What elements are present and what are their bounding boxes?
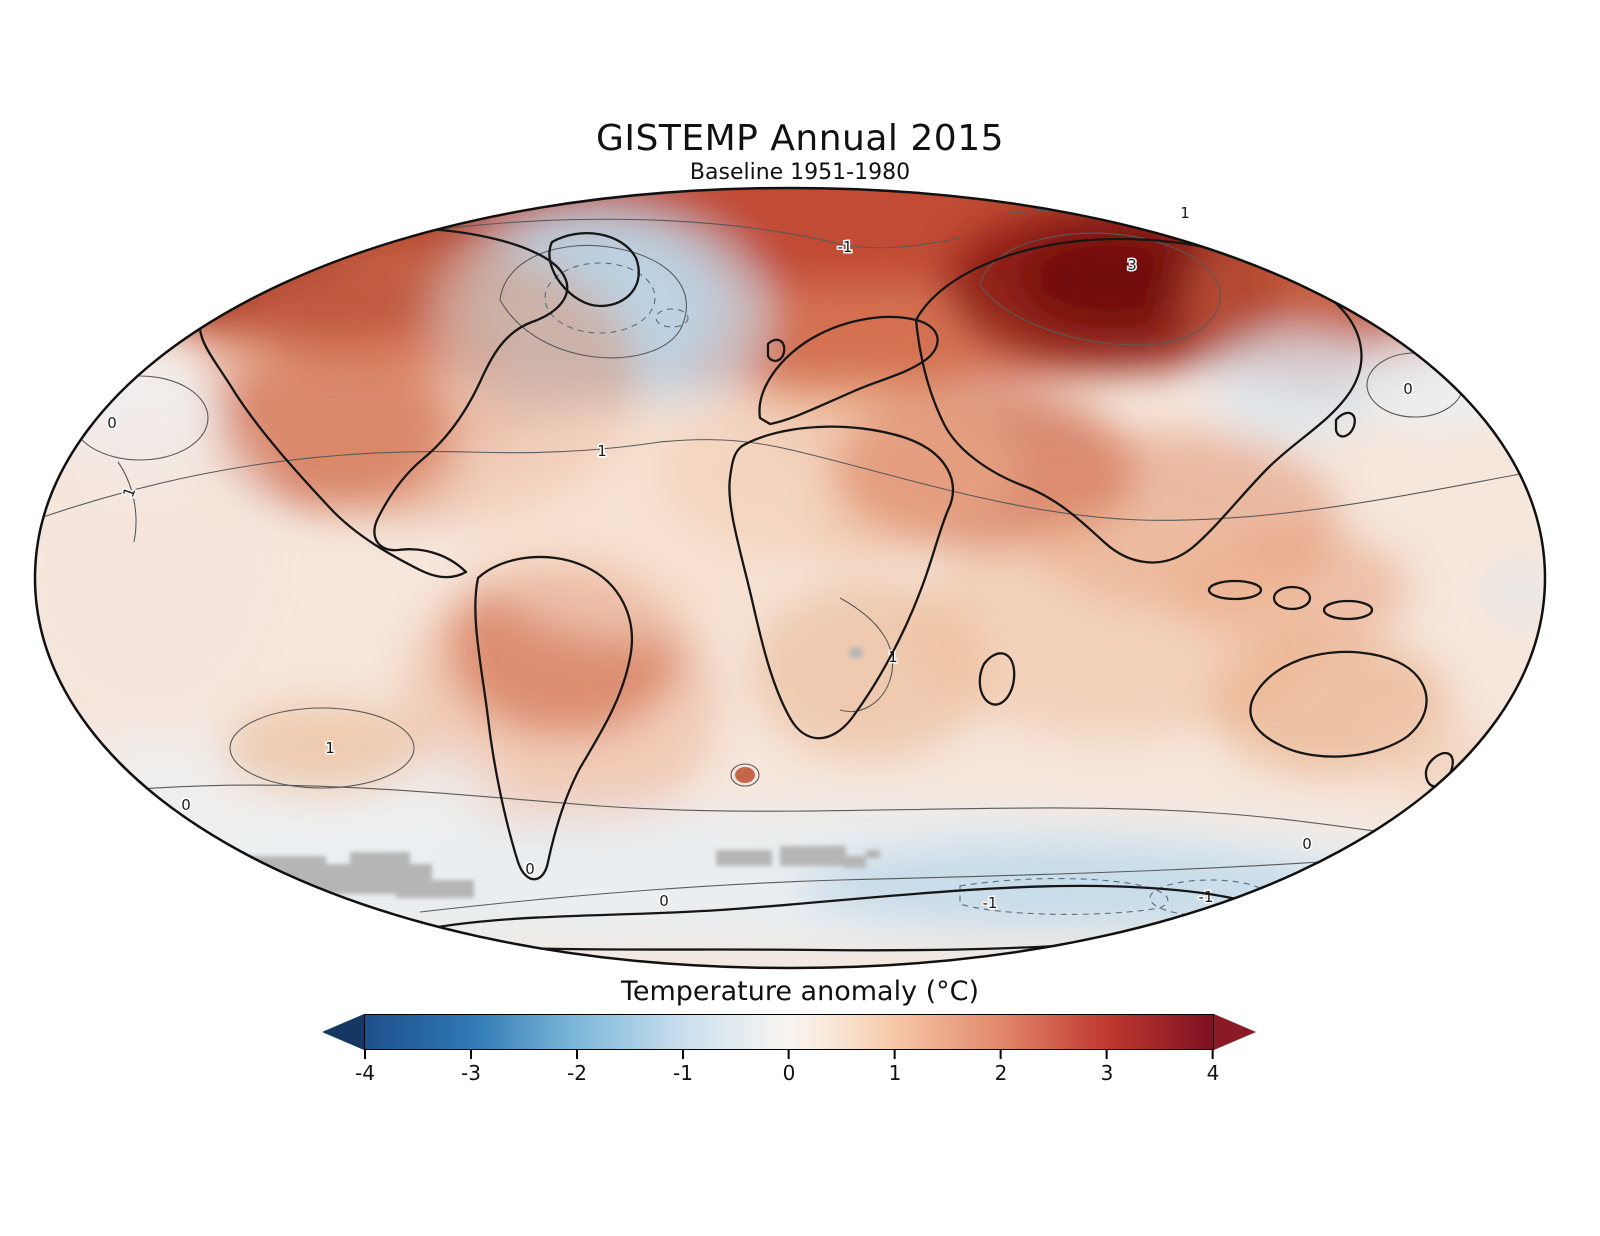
colorbar-ticks: -4 -3 -2 -1 0 1 2 3 4 [355, 1050, 1219, 1096]
japan-outline [1334, 411, 1356, 438]
chart-title: GISTEMP Annual 2015 [595, 118, 1004, 159]
contour-label: 0 [1403, 380, 1413, 398]
colorbar-tick: -2 [567, 1050, 587, 1085]
africa-outline [728, 425, 955, 740]
colorbar-tick: -3 [461, 1050, 481, 1085]
small-warm-spot [735, 767, 755, 783]
colorbar-label: Temperature anomaly (°C) [620, 976, 980, 1007]
contour-label: 0 [525, 860, 535, 878]
indonesia-outline [1207, 579, 1263, 601]
greenland-outline [548, 232, 640, 308]
colorbar-gradient [364, 1014, 1214, 1050]
europe-outline [758, 315, 939, 426]
contour-lines [39, 208, 1543, 917]
colorbar-right-arrow [1214, 1014, 1256, 1050]
contour-label: 1 [597, 442, 607, 460]
contour-label: -1 [983, 894, 998, 912]
colorbar-tick: -1 [673, 1050, 693, 1085]
new-guinea-outline [1322, 599, 1374, 621]
colorbar-tick: 4 [1207, 1050, 1219, 1085]
contour-label: -1 [838, 238, 853, 256]
borneo-outline [1272, 585, 1312, 611]
contour-label: 0 [107, 414, 117, 432]
asia-outline [914, 237, 1363, 564]
australia-outline [1249, 650, 1428, 758]
contour-label: 1 [325, 739, 335, 757]
south-america-outline [474, 555, 633, 881]
colorbar-left-arrow [322, 1014, 364, 1050]
map-outline [33, 186, 1547, 970]
colorbar [322, 1014, 1256, 1050]
colorbar-tick: 2 [995, 1050, 1007, 1085]
contour-label: 3 [1127, 256, 1137, 274]
contour-label: 0 [1302, 835, 1312, 853]
uk-outline [766, 338, 786, 363]
colorbar-tick: 0 [783, 1050, 795, 1085]
madagascar-outline [978, 652, 1016, 706]
anomaly-field [35, 188, 1545, 968]
colorbar-tick: -4 [355, 1050, 375, 1085]
contour-label: 0 [659, 892, 669, 910]
north-america-outline [198, 226, 569, 579]
colorbar-tick: 3 [1101, 1050, 1113, 1085]
colorbar-tick: 1 [889, 1050, 901, 1085]
contour-label: 1 [1180, 204, 1190, 222]
contour-label: 0 [181, 796, 191, 814]
contour-label: 1 [888, 648, 898, 666]
contour-label: -1 [1199, 888, 1214, 906]
chart-subtitle: Baseline 1951-1980 [689, 160, 911, 185]
